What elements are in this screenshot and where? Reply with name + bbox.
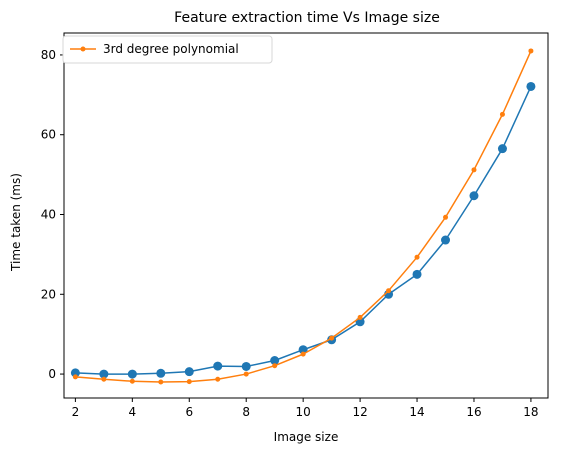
data-point-1-11 — [386, 288, 391, 293]
data-point-1-6 — [244, 372, 249, 377]
data-point-1-7 — [272, 363, 277, 368]
data-point-1-13 — [443, 215, 448, 220]
axes-layer: 2 4 6 8 10 12 14 16 18 0 20 40 60 80 — [41, 33, 548, 419]
data-point-1-3 — [158, 380, 163, 385]
data-point-1-1 — [101, 377, 106, 382]
data-point-0-13 — [441, 236, 450, 245]
x-axis-label: Image size — [274, 430, 339, 444]
y-axis-label: Time taken (ms) — [9, 173, 23, 272]
data-point-0-6 — [242, 362, 251, 371]
legend: 3rd degree polynomial — [63, 36, 272, 63]
plot-area — [71, 48, 536, 384]
data-point-1-9 — [329, 336, 334, 341]
series-line-0 — [75, 86, 531, 374]
data-point-1-0 — [73, 374, 78, 379]
x-tick-label: 4 — [129, 405, 137, 419]
y-tick-label: 60 — [41, 128, 56, 142]
data-point-1-2 — [130, 379, 135, 384]
x-tick-label: 2 — [72, 405, 80, 419]
y-tick-label: 40 — [41, 208, 56, 222]
data-point-1-10 — [358, 315, 363, 320]
y-tick-label: 0 — [48, 367, 56, 381]
data-point-0-12 — [413, 270, 422, 279]
x-tick-label: 12 — [352, 405, 367, 419]
data-point-0-5 — [213, 362, 222, 371]
data-point-1-4 — [187, 379, 192, 384]
data-point-1-8 — [301, 352, 306, 357]
x-tick-label: 16 — [466, 405, 481, 419]
chart-title: Feature extraction time Vs Image size — [174, 10, 440, 26]
x-tick-label: 10 — [296, 405, 311, 419]
x-tick-label: 8 — [242, 405, 250, 419]
y-tick-label: 20 — [41, 287, 56, 301]
data-point-0-4 — [185, 367, 194, 376]
axes-frame — [64, 33, 548, 398]
series-line-1 — [75, 51, 531, 382]
data-point-1-16 — [528, 48, 533, 53]
data-point-0-15 — [498, 144, 507, 153]
x-tick-label: 14 — [409, 405, 424, 419]
legend-label: 3rd degree polynomial — [103, 42, 239, 56]
y-tick-label: 80 — [41, 48, 56, 62]
data-point-0-3 — [156, 369, 165, 378]
data-point-1-14 — [471, 167, 476, 172]
legend-marker-icon — [81, 47, 86, 52]
data-point-1-5 — [215, 377, 220, 382]
x-tick-label: 18 — [523, 405, 538, 419]
data-point-1-12 — [415, 255, 420, 260]
x-tick-label: 6 — [185, 405, 193, 419]
data-point-0-16 — [526, 82, 535, 91]
data-point-1-15 — [500, 112, 505, 117]
data-point-0-14 — [469, 191, 478, 200]
data-point-0-2 — [128, 370, 137, 379]
